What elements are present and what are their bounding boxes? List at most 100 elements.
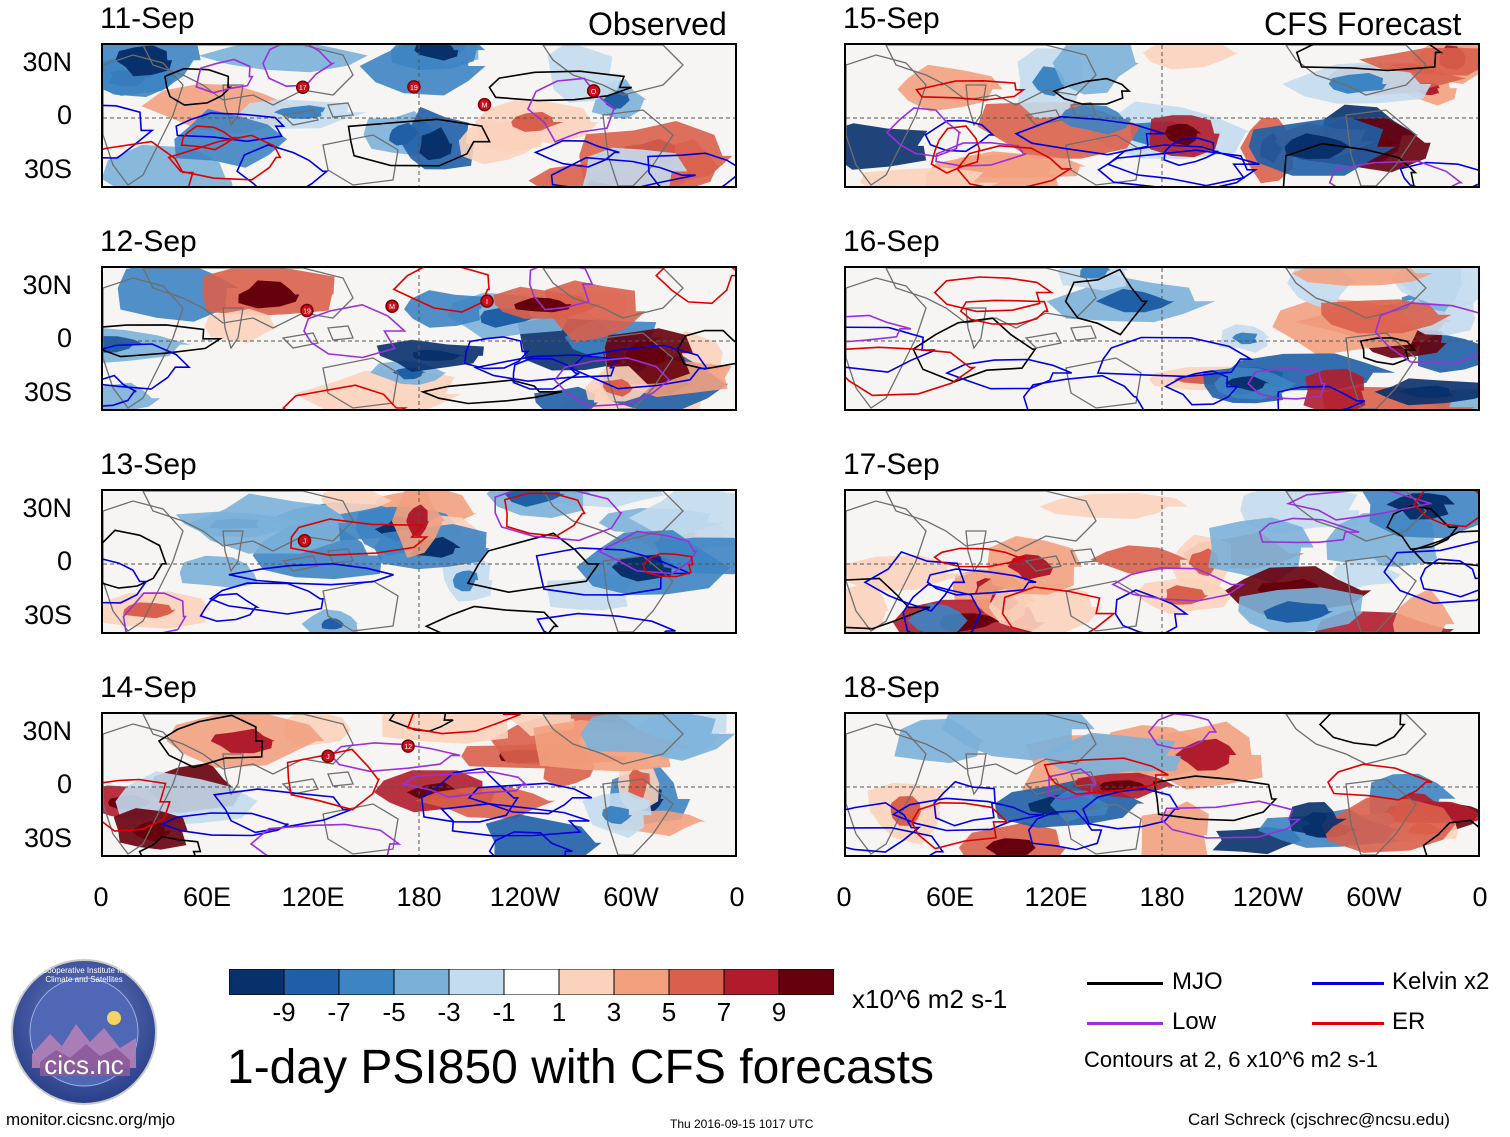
panel-date-label: 14-Sep: [100, 671, 197, 704]
coastline: [142, 491, 354, 552]
colorbar-tick-label: -3: [437, 997, 461, 1027]
coastline: [885, 491, 1097, 552]
legend-label-mjo: MJO: [1172, 968, 1223, 995]
colorbar-tick-label: 7: [716, 997, 732, 1027]
anomaly-fill: [381, 714, 511, 744]
anomaly-fill: [988, 583, 1103, 632]
contour-line: [424, 605, 559, 632]
coastline: [542, 268, 684, 319]
psi850-map: J: [103, 491, 735, 632]
anomaly-core: [412, 349, 465, 361]
coastline: [1065, 803, 1142, 855]
footer-timestamp: Thu 2016-09-15 1017 UTC: [670, 1117, 814, 1131]
contour-line: [392, 268, 490, 313]
contour-line: [103, 140, 194, 186]
coastline: [885, 45, 1097, 106]
contour-line: [175, 112, 286, 143]
storm-label: 19: [303, 309, 311, 316]
contour-line: [642, 552, 694, 578]
anomaly-core: [406, 504, 429, 537]
coastline: [327, 102, 354, 118]
contour-line: [1374, 302, 1478, 365]
contour-line: [1114, 589, 1189, 632]
contour-line: [1318, 714, 1406, 747]
colorbar-swatch: [503, 968, 560, 996]
coastline: [1070, 325, 1097, 341]
contour-line: [526, 77, 617, 143]
storm-label: J: [303, 539, 307, 546]
contour-line: [597, 530, 698, 575]
legend-label-low: Low: [1172, 1008, 1217, 1035]
storm-marker: J: [321, 749, 335, 763]
coastline: [222, 84, 244, 127]
latitude-label: 30S: [23, 377, 72, 407]
anomaly-core: [1095, 288, 1175, 313]
contour-line: [933, 547, 1027, 568]
coastline: [1345, 778, 1417, 855]
map-panel-13-sep: J: [101, 489, 737, 634]
coastline: [142, 268, 354, 329]
psi850-map: [846, 714, 1478, 855]
coastline: [1345, 109, 1417, 186]
coastline: [322, 134, 399, 186]
colorbar-swatch: [558, 968, 615, 996]
contour-line: [1411, 530, 1478, 567]
coastline: [281, 332, 319, 349]
coastline: [327, 771, 354, 787]
contour-line: [103, 324, 223, 358]
colorbar-tick-label: 5: [661, 997, 677, 1027]
contour-line: [1419, 558, 1478, 598]
contour-line: [1327, 763, 1433, 801]
colorbar-swatch: [613, 968, 670, 996]
anomaly-core: [1284, 133, 1351, 160]
longitude-label: 0: [729, 882, 745, 912]
contour-line: [676, 329, 735, 370]
coastline: [281, 555, 319, 572]
coastline: [142, 45, 354, 106]
coastline: [222, 530, 244, 573]
anomaly-core: [511, 111, 564, 132]
anomaly-fill: [1039, 493, 1188, 519]
coastline: [1024, 109, 1062, 126]
contour-line: [1046, 768, 1097, 801]
contour-line: [1383, 540, 1478, 605]
contour-line: [536, 612, 676, 632]
anomaly-core: [321, 618, 344, 630]
panel-date-label: 13-Sep: [100, 448, 197, 481]
contour-line: [1277, 385, 1366, 409]
footer-author: Carl Schreck (cjschrec@ncsu.edu): [1188, 1110, 1450, 1129]
contour-line: [1043, 757, 1169, 796]
coastline: [1024, 555, 1062, 572]
contour-line: [103, 529, 168, 589]
contour-line: [1153, 775, 1278, 822]
contour-line: [885, 107, 962, 158]
coastline: [1345, 555, 1417, 632]
contour-line: [914, 79, 1026, 101]
contour-line: [406, 714, 521, 735]
contour-line: [1163, 137, 1219, 167]
colorbar-swatch: [338, 968, 395, 996]
contour-line: [1386, 505, 1459, 551]
coastline: [281, 778, 319, 795]
anomaly-core: [628, 768, 650, 800]
legend-line-kelvin: [1312, 982, 1384, 985]
anomaly-core: [130, 820, 172, 842]
legend-label-kelvin: Kelvin x2: [1392, 968, 1490, 995]
map-panel-11-sep: 17 19 M O: [101, 43, 737, 188]
contour-line: [303, 303, 407, 359]
colorbar: [228, 968, 835, 996]
anomaly-core: [1225, 376, 1270, 392]
storm-marker: 19: [407, 80, 421, 94]
colorbar-tick-label: -7: [327, 997, 351, 1027]
contour-line: [199, 592, 260, 623]
contour-line: [1359, 336, 1417, 366]
contour-line: [1412, 491, 1478, 528]
contour-line: [846, 326, 936, 373]
latitude-label: 0: [56, 323, 72, 353]
latitude-label: 0: [56, 546, 72, 576]
coastline: [602, 332, 674, 409]
anomaly-core: [602, 805, 633, 825]
anomaly-fill: [1332, 558, 1402, 589]
contour-line: [1027, 810, 1103, 851]
contour-line: [553, 357, 672, 408]
